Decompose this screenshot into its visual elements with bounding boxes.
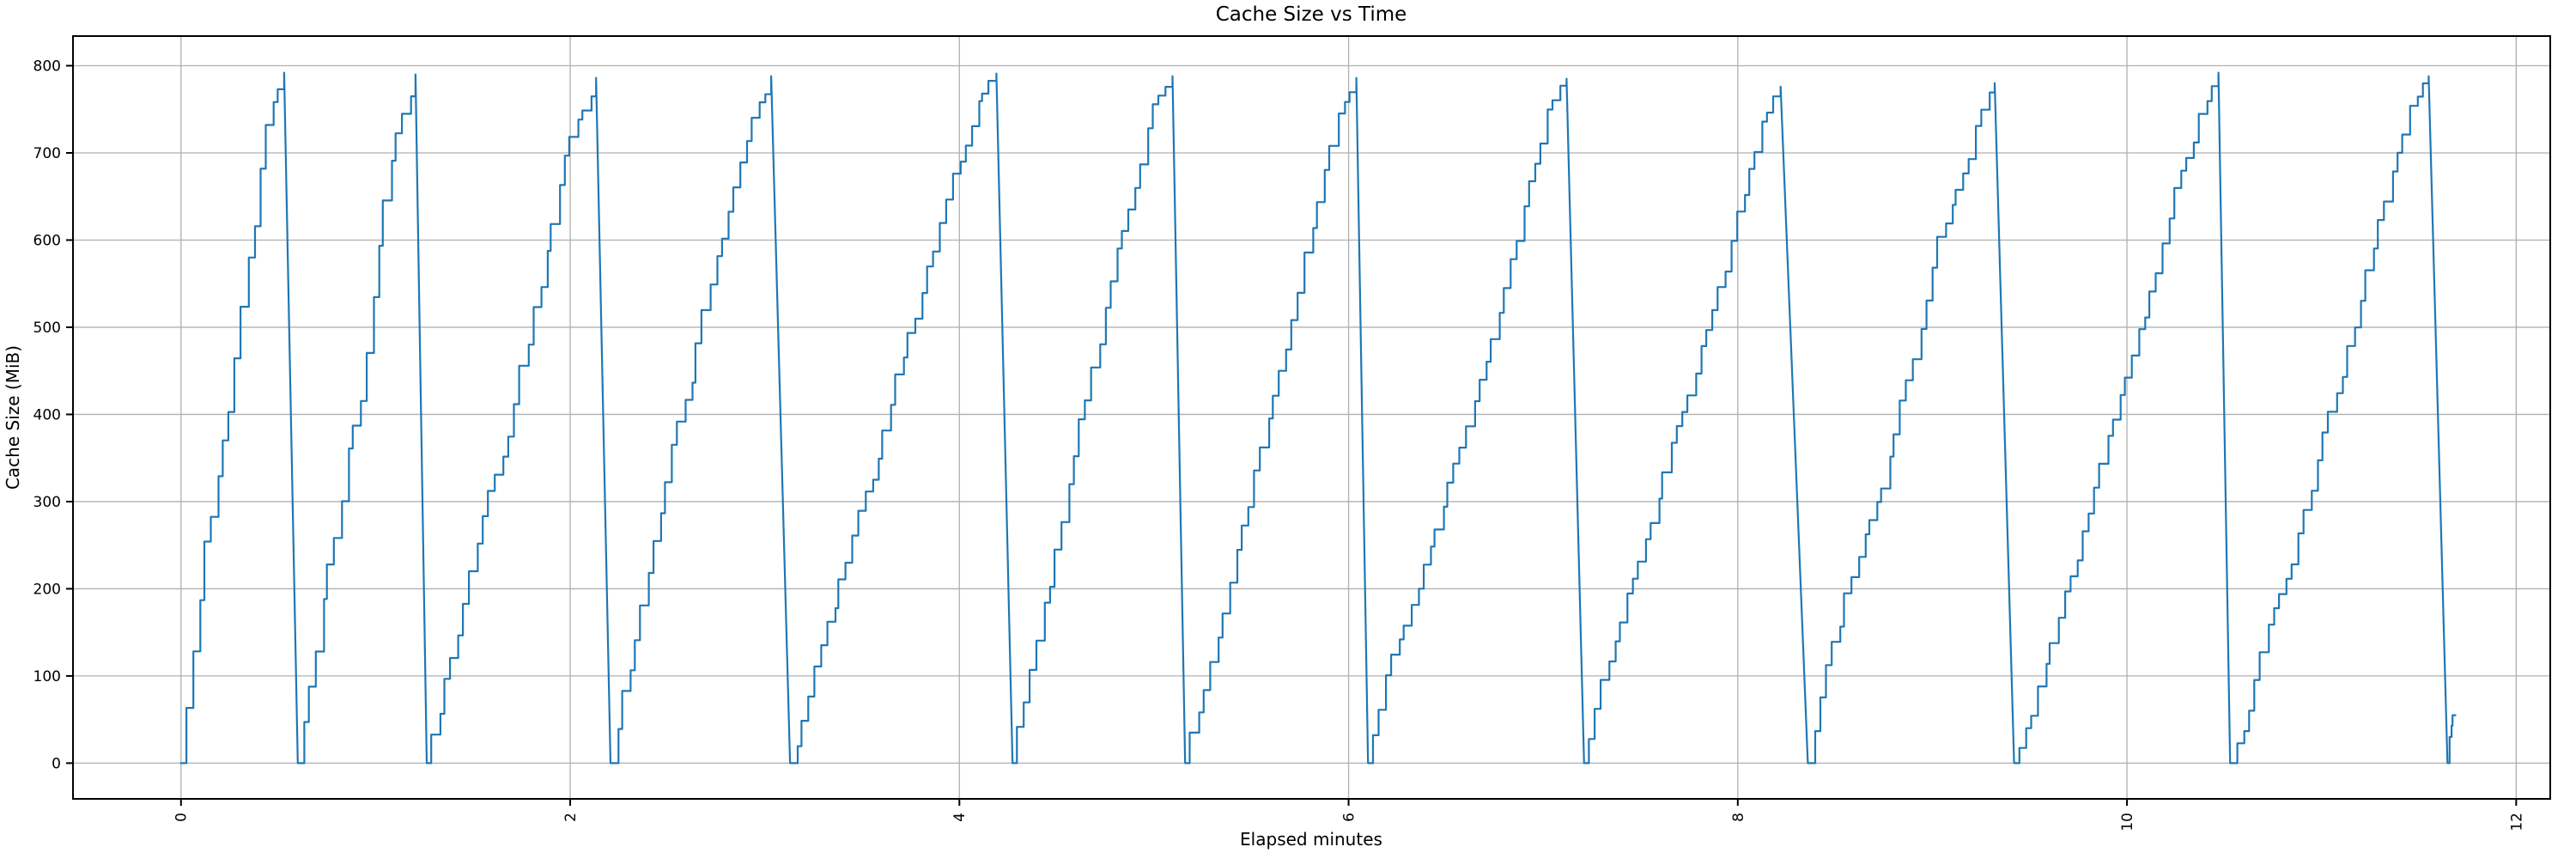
grid-lines [73,36,2550,799]
x-tick-label: 10 [2119,813,2136,832]
x-tick-label: 0 [173,813,191,822]
x-tick-label: 4 [951,813,969,822]
y-axis-ticks: 0 100 200 300 400 500 600 700 800 [33,58,73,772]
plot-border [72,35,2551,800]
chart-title: Cache Size vs Time [1216,3,1407,26]
y-tick-label: 400 [33,406,61,423]
x-tick-label: 12 [2508,813,2525,832]
y-tick-label: 300 [33,494,61,511]
y-tick-label: 700 [33,145,61,162]
y-tick-label: 0 [52,755,61,772]
y-tick-label: 800 [33,58,61,76]
x-axis-ticks: 0 2 4 6 8 10 12 [173,799,2525,832]
y-tick-label: 500 [33,320,61,337]
y-tick-label: 200 [33,581,61,598]
cache-size-line [179,71,2457,765]
y-axis-label: Cache Size (MiB) [3,345,23,490]
x-tick-label: 2 [562,813,580,822]
x-tick-label: 8 [1730,813,1747,822]
x-axis-label: Elapsed minutes [1240,829,1382,850]
x-tick-label: 6 [1341,813,1358,822]
y-tick-label: 600 [33,232,61,249]
y-tick-label: 100 [33,668,61,685]
